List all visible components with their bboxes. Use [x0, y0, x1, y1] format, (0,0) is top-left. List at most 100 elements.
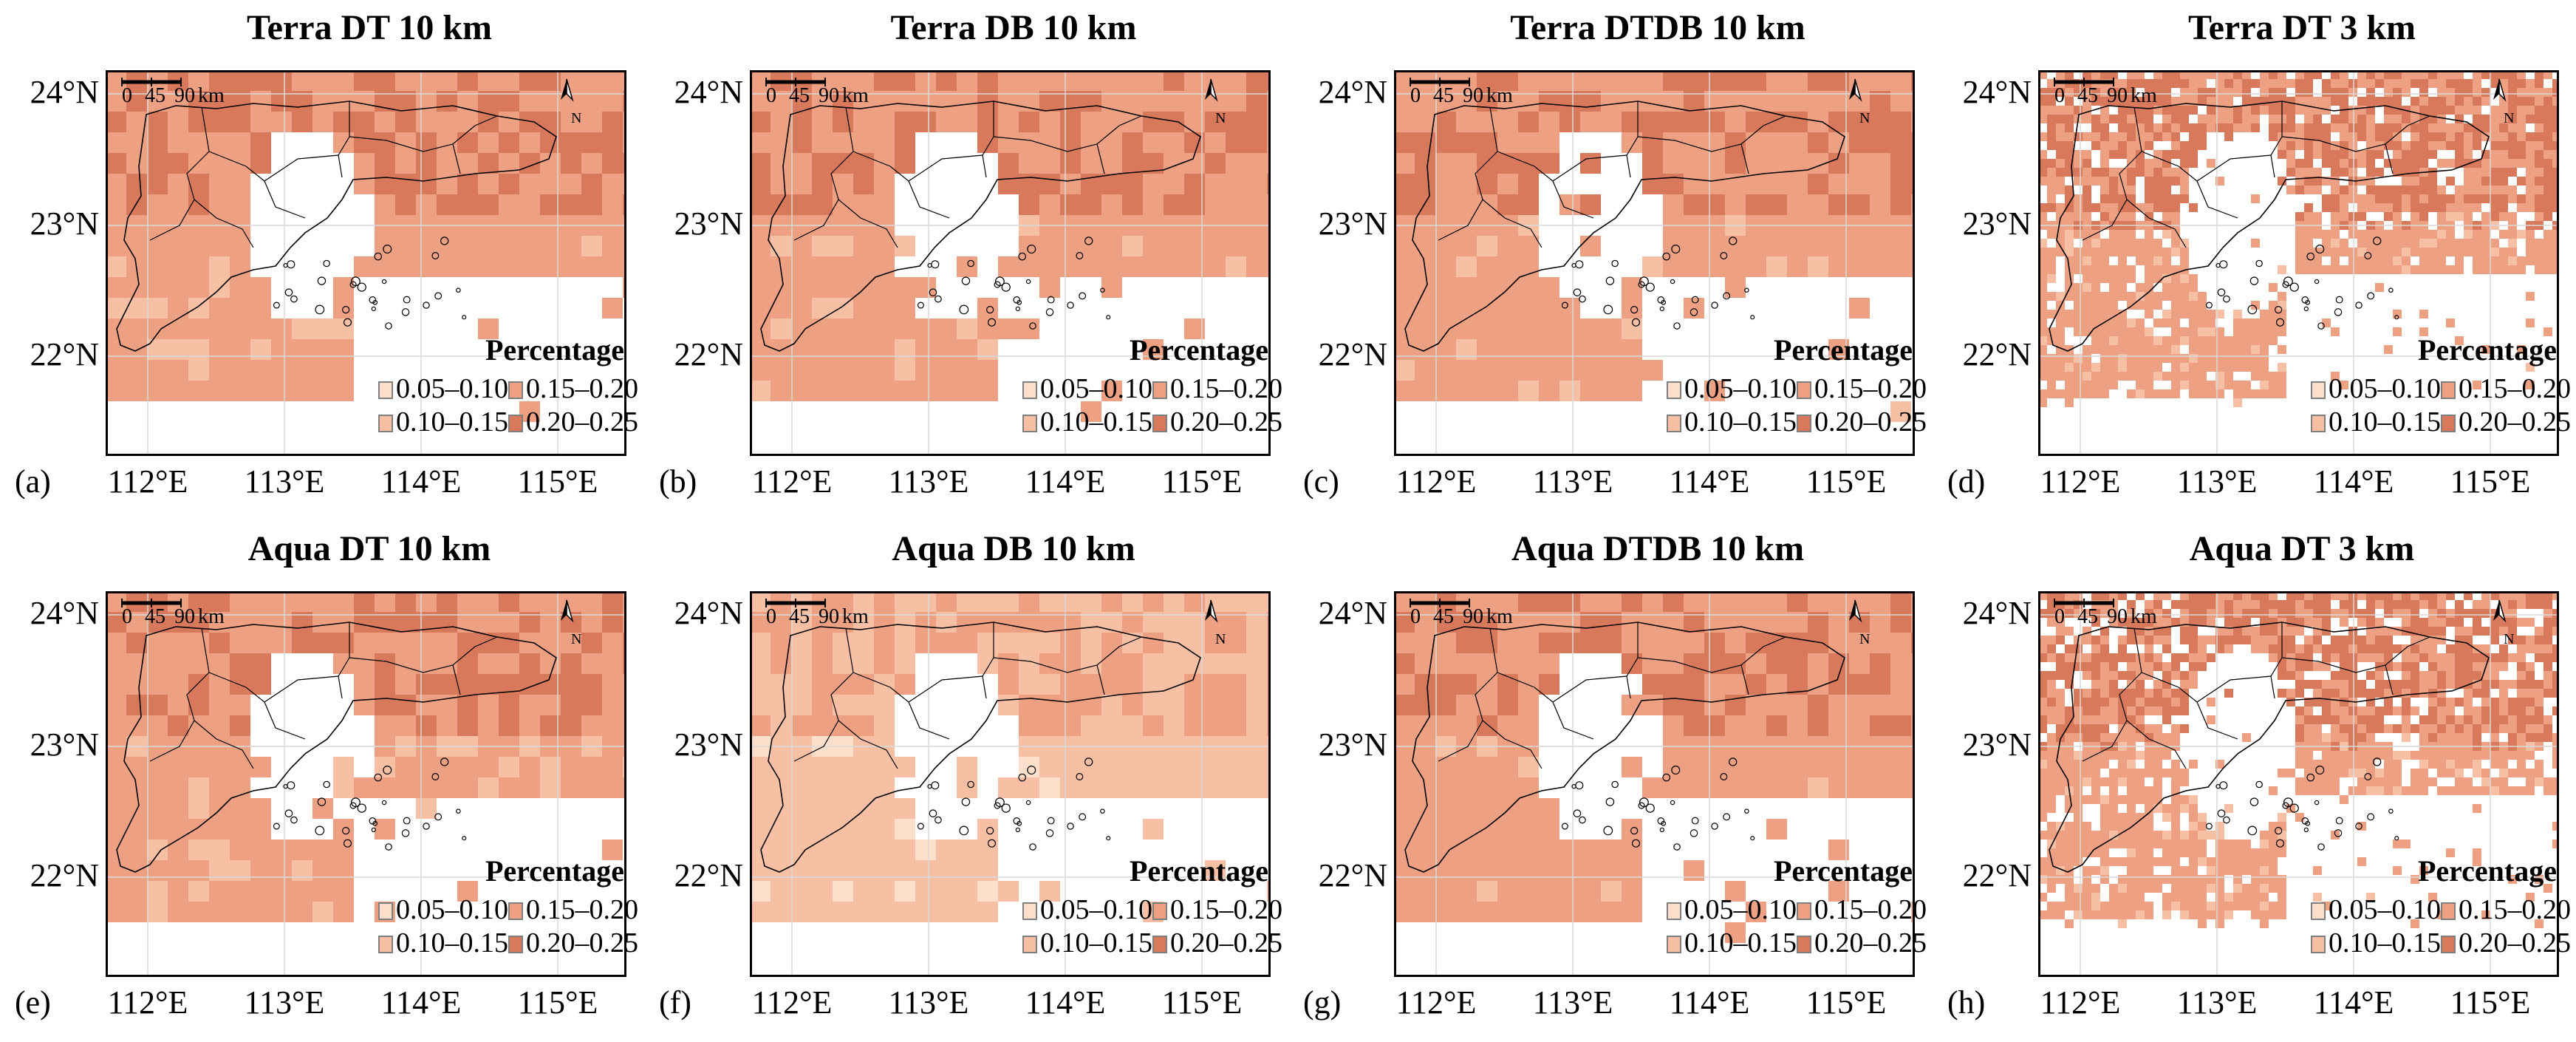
grid-cell — [2091, 884, 2100, 893]
grid-cell — [2508, 106, 2517, 115]
grid-cell — [2526, 177, 2535, 185]
grid-cell — [853, 319, 874, 339]
grid-cell — [2189, 106, 2198, 115]
grid-cell — [1101, 132, 1122, 153]
grid-cell — [2269, 627, 2278, 636]
grid-cell — [2180, 910, 2189, 919]
grid-cell — [1580, 194, 1601, 215]
island — [967, 780, 974, 789]
grid-cell — [2322, 706, 2331, 715]
grid-cell — [2109, 662, 2118, 671]
grid-cell — [1415, 319, 1435, 339]
grid-cell — [499, 715, 519, 736]
grid-cell — [2340, 203, 2348, 212]
grid-cell — [2215, 902, 2224, 910]
legend-item: 0.05–0.10 — [1022, 894, 1152, 925]
grid-cell — [2428, 627, 2437, 636]
grid-cell — [250, 881, 271, 902]
grid-cell — [2162, 336, 2171, 345]
island — [287, 781, 295, 790]
grid-cell — [2171, 115, 2180, 123]
island — [1561, 823, 1568, 830]
grid-cell — [2118, 168, 2127, 177]
grid-cell — [2419, 327, 2428, 336]
grid-cell — [2437, 733, 2446, 742]
grid-cell — [437, 194, 457, 215]
grid-cell — [2437, 618, 2446, 627]
grid-cell — [2384, 662, 2393, 671]
grid-cell — [2056, 627, 2065, 636]
island — [1720, 252, 1728, 259]
grid-cell — [1642, 256, 1663, 277]
grid-cell — [895, 360, 915, 381]
island — [1671, 245, 1681, 254]
island — [440, 757, 449, 766]
grid-cell — [2145, 194, 2153, 203]
grid-cell — [2136, 724, 2145, 733]
legend-label: 0.05–0.10 — [1684, 894, 1797, 925]
grid-cell — [2508, 88, 2517, 97]
grid-cell — [2322, 715, 2331, 724]
grid-cell — [2127, 724, 2136, 733]
grid-cell — [1518, 70, 1539, 91]
grid-cell — [853, 381, 874, 401]
grid-cell — [2056, 203, 2065, 212]
grid-cell — [853, 236, 874, 256]
grid-cell — [2295, 239, 2304, 248]
grid-cell — [2215, 372, 2224, 381]
grid-cell — [2171, 618, 2180, 627]
island — [2223, 816, 2230, 824]
grid-cell — [1122, 715, 1143, 736]
grid-cell — [2145, 902, 2153, 910]
grid-cell — [812, 360, 833, 381]
grid-cell — [2109, 840, 2118, 848]
grid-cell — [2543, 600, 2552, 609]
grid-cell — [2100, 159, 2109, 168]
grid-cell — [2295, 88, 2304, 97]
grid-cell — [2136, 653, 2145, 662]
grid-cell — [2171, 319, 2180, 327]
island — [431, 773, 440, 780]
grid-cell — [1746, 236, 1766, 256]
grid-cell — [2304, 680, 2313, 689]
grid-cell — [1497, 236, 1518, 256]
grid-cell — [168, 695, 188, 715]
legend-item: 0.20–0.25 — [508, 406, 638, 437]
grid-cell — [188, 277, 209, 298]
grid-cell — [2189, 274, 2198, 283]
grid-cell — [561, 674, 581, 695]
grid-cell — [2171, 177, 2180, 185]
grid-cell — [2065, 653, 2074, 662]
coastline — [2049, 101, 2490, 352]
grid-cell — [833, 236, 853, 256]
island — [431, 252, 440, 259]
grid-cell — [2162, 848, 2171, 857]
grid-cell — [1559, 339, 1580, 360]
grid-cell — [2269, 88, 2278, 97]
grid-cell — [936, 633, 957, 653]
grid-cell — [147, 194, 168, 215]
grid-cell — [2446, 194, 2455, 203]
grid-cell — [2224, 97, 2233, 106]
grid-cell — [2384, 751, 2393, 760]
grid-cell — [1622, 881, 1642, 902]
grid-cell — [853, 194, 874, 215]
grid-cell — [2295, 706, 2304, 715]
grid-cell — [2393, 248, 2402, 256]
grid-cell — [2517, 680, 2526, 689]
grid-cell — [2056, 609, 2065, 618]
grid-cell — [478, 236, 499, 256]
grid-cell — [2464, 97, 2473, 106]
grid-cell — [2260, 627, 2269, 636]
panel-title: Aqua DT 3 km — [2189, 529, 2415, 568]
grid-cell — [2056, 653, 2065, 662]
island — [2282, 281, 2289, 288]
grid-cell — [2473, 689, 2481, 698]
grid-cell — [126, 757, 147, 777]
island — [1575, 260, 1584, 269]
grid-cell — [230, 881, 250, 902]
grid-cell — [2233, 893, 2242, 902]
grid-cell — [2552, 256, 2559, 265]
grid-cell — [2446, 319, 2455, 327]
grid-cell — [2136, 840, 2145, 848]
